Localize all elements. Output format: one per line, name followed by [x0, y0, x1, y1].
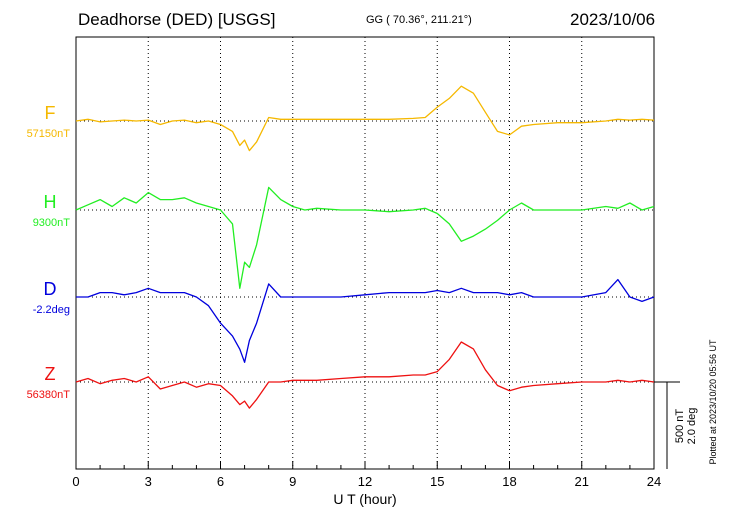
series-name-z: Z [45, 364, 56, 384]
series-line-h [75, 186, 655, 289]
series-line-z [75, 341, 655, 409]
plot-timestamp: Plotted at 2023/10/20 05:56 UT [708, 339, 718, 465]
series-baseline-f: 57150nT [27, 128, 71, 140]
station-title: Deadhorse (DED) [USGS] [78, 10, 276, 29]
series-name-h: H [44, 192, 57, 212]
series-line-f [75, 85, 655, 152]
series-layer: F 57150nT H 9300nT D -2.2deg Z 56380nT [27, 85, 655, 409]
series-line-d [76, 278, 655, 363]
x-tick-label: 6 [217, 474, 224, 489]
scale-bar-label-nt: 500 nT [674, 409, 686, 444]
x-tick-label: 21 [575, 474, 589, 489]
series-name-d: D [44, 279, 57, 299]
x-tick-label: 9 [289, 474, 296, 489]
series-baseline-d: -2.2deg [33, 304, 70, 316]
x-tick-label: 18 [502, 474, 516, 489]
x-tick-label: 0 [72, 474, 79, 489]
x-axis-label: U T (hour) [333, 491, 396, 507]
station-coordinates: GG ( 70.36°, 211.21°) [366, 14, 472, 26]
x-tick-label: 15 [430, 474, 444, 489]
x-ticks-layer: 0 3 6 9 12 15 18 21 24 [72, 461, 661, 489]
scale-bar-label-deg: 2.0 deg [686, 408, 698, 445]
grid-layer [76, 37, 654, 469]
series-baseline-h: 9300nT [33, 217, 71, 229]
x-tick-label: 3 [145, 474, 152, 489]
series-baseline-z: 56380nT [27, 389, 71, 401]
series-name-f: F [45, 103, 56, 123]
plot-date: 2023/10/06 [570, 10, 656, 29]
x-tick-label: 12 [358, 474, 372, 489]
x-tick-label: 24 [647, 474, 661, 489]
